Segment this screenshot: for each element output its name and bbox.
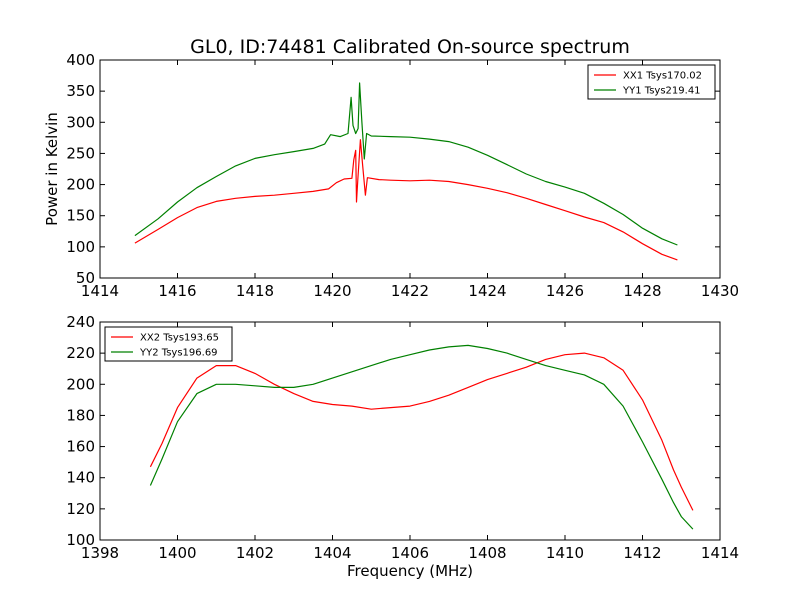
- x-tick-label: 1398: [81, 544, 119, 562]
- y-tick-label: 120: [66, 500, 95, 518]
- series-line-yy2: [149, 344, 694, 530]
- y-tick-label: 200: [66, 176, 95, 194]
- legend-box: [587, 64, 716, 100]
- x-tick-label: 1404: [313, 544, 351, 562]
- x-tick-label: 1426: [546, 282, 584, 300]
- legend-entry: YY2 Tsys196.69: [139, 348, 218, 359]
- y-axis-label: Power in Kelvin: [43, 112, 61, 226]
- x-tick-label: 1420: [313, 282, 351, 300]
- series-line-yy1: [134, 82, 678, 246]
- y-tick-label: 160: [66, 438, 95, 456]
- y-tick-label: 150: [66, 207, 95, 225]
- x-tick-label: 1410: [546, 544, 584, 562]
- y-tick-label: 250: [66, 144, 95, 162]
- lower-plot-panel: 1398 1400 1402 1404 1406 1408 1410 1412 1414 100 1…: [66, 313, 739, 580]
- y-tick-label: 300: [66, 113, 95, 131]
- x-tick-label: 1422: [391, 282, 429, 300]
- chart-title: GL0, ID:74481 Calibrated On-source spect…: [190, 36, 630, 58]
- x-tick-label: 1428: [623, 282, 661, 300]
- x-tick-label: 1402: [236, 544, 274, 562]
- y-tick-label: 350: [66, 82, 95, 100]
- x-tick-label: 1418: [236, 282, 274, 300]
- x-tick-label: 1430: [701, 282, 739, 300]
- x-tick-label: 1400: [158, 544, 196, 562]
- upper-plot-panel: 1414 1416 1418 1420 1422 1424 1426 1428 1430 50 10…: [43, 51, 739, 300]
- y-tick-label: 220: [66, 344, 95, 362]
- series-line-xx1: [134, 139, 678, 261]
- x-tick-label: 1414: [81, 282, 119, 300]
- legend-entry: YY1 Tsys219.41: [622, 86, 701, 97]
- x-tick-label: 1414: [701, 544, 739, 562]
- y-tick-label: 240: [66, 313, 95, 331]
- y-tick-label: 400: [66, 51, 95, 69]
- y-tick-label: 50: [76, 269, 95, 287]
- legend-entry: XX2 Tsys193.65: [140, 333, 219, 344]
- x-tick-label: 1412: [623, 544, 661, 562]
- legend-box: [104, 326, 233, 362]
- y-tick-label: 140: [66, 469, 95, 487]
- series-line-xx2: [149, 352, 694, 511]
- y-tick-label: 100: [66, 238, 95, 256]
- x-tick-label: 1408: [468, 544, 506, 562]
- x-tick-label: 1424: [468, 282, 506, 300]
- x-tick-label: 1406: [391, 544, 429, 562]
- y-tick-label: 100: [66, 531, 95, 549]
- y-tick-label: 180: [66, 406, 95, 424]
- y-tick-label: 200: [66, 375, 95, 393]
- x-tick-label: 1416: [158, 282, 196, 300]
- x-axis-label: Frequency (MHz): [347, 562, 473, 580]
- legend-entry: XX1 Tsys170.02: [623, 71, 702, 82]
